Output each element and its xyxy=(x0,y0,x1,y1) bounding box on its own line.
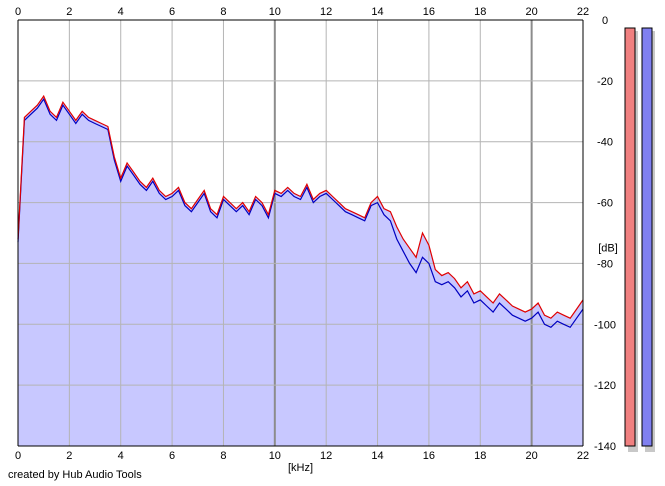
x-tick-label-top: 20 xyxy=(526,6,538,18)
plot-axes xyxy=(17,19,584,447)
x-tick-label-bottom: 10 xyxy=(269,450,281,462)
y-axis-tick-labels: 0 -20 -40 -60 -80 -100 -120 -140 xyxy=(594,15,616,453)
x-tick-label-top: 6 xyxy=(169,6,175,18)
y-tick-label: -100 xyxy=(594,319,616,331)
spectrum-plot[interactable] xyxy=(17,19,584,447)
level-meters xyxy=(624,27,655,452)
x-tick-label-top: 4 xyxy=(118,6,124,18)
x-axis-tick-labels: 0 2 4 6 8 10 12 14 16 18 20 22 0 2 4 6 8 10 12 14 16 18 20 22 xyxy=(15,6,589,462)
spectrum-fill-area xyxy=(18,96,583,446)
x-axis-unit-label: [kHz] xyxy=(288,462,313,474)
x-tick-label-bottom: 6 xyxy=(169,450,175,462)
spectrum-area xyxy=(18,96,583,446)
x-tick-label-bottom: 8 xyxy=(220,450,226,462)
x-tick-label-bottom: 18 xyxy=(474,450,486,462)
x-tick-label-top: 14 xyxy=(371,6,383,18)
x-tick-label-bottom: 12 xyxy=(320,450,332,462)
y-tick-label: 0 xyxy=(602,15,608,27)
level-meter-right-fill xyxy=(641,27,653,447)
x-tick-label-top: 2 xyxy=(66,6,72,18)
x-tick-label-bottom: 16 xyxy=(423,450,435,462)
level-meter-left-fill xyxy=(624,27,636,447)
y-tick-label: -120 xyxy=(594,380,616,392)
x-tick-label-top: 8 xyxy=(220,6,226,18)
spectrum-lines xyxy=(17,94,584,329)
x-tick-label-bottom: 20 xyxy=(526,450,538,462)
series-line-right xyxy=(17,97,584,329)
y-tick-label: -60 xyxy=(597,198,613,210)
y-tick-label: -20 xyxy=(597,76,613,88)
grid-lines xyxy=(17,19,584,447)
x-tick-label-bottom: 2 xyxy=(66,450,72,462)
x-tick-label-top: 16 xyxy=(423,6,435,18)
y-axis-unit-label: [dB] xyxy=(598,242,618,254)
x-tick-label-top: 22 xyxy=(577,6,589,18)
y-tick-label: -80 xyxy=(597,258,613,270)
x-tick-label-top: 12 xyxy=(320,6,332,18)
x-tick-label-bottom: 22 xyxy=(577,450,589,462)
x-tick-label-bottom: 0 xyxy=(15,450,21,462)
x-tick-label-top: 10 xyxy=(269,6,281,18)
series-line-left xyxy=(17,94,584,319)
x-tick-label-bottom: 4 xyxy=(118,450,124,462)
credit-text: created by Hub Audio Tools xyxy=(8,469,142,481)
x-tick-label-bottom: 14 xyxy=(371,450,383,462)
x-tick-label-top: 18 xyxy=(474,6,486,18)
y-tick-label: -40 xyxy=(597,137,613,149)
y-tick-label: -140 xyxy=(594,441,616,453)
x-tick-label-top: 0 xyxy=(15,6,21,18)
